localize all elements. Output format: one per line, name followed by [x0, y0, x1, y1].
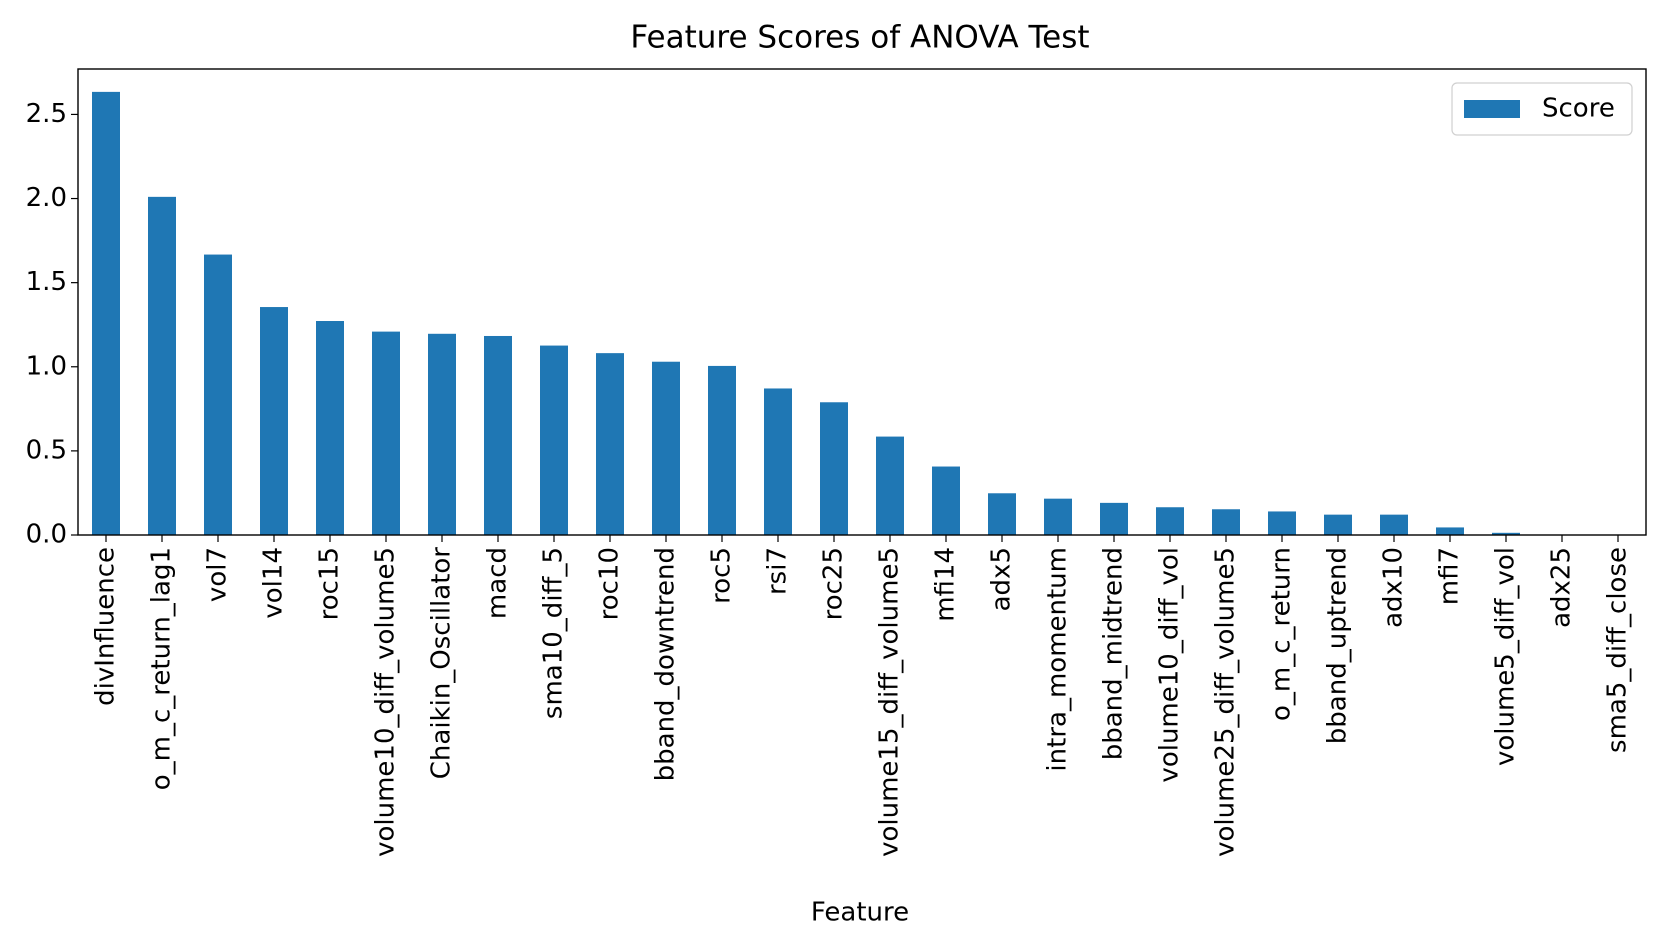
x-tick-label: volume10_diff_volume5 [371, 547, 401, 857]
bar [1156, 507, 1184, 535]
x-tick-label: o_m_c_return_lag1 [147, 547, 177, 790]
bar [1380, 514, 1408, 535]
x-tick-label: adx5 [987, 547, 1017, 611]
x-tick-label: sma5_diff_close [1603, 547, 1633, 753]
x-tick-label: roc5 [707, 547, 737, 604]
bar [1324, 514, 1352, 535]
x-tick-label: vol14 [259, 547, 289, 619]
bar [988, 493, 1016, 535]
bar [932, 466, 960, 535]
y-tick-label: 1.0 [26, 351, 67, 381]
x-tick-label: roc10 [595, 547, 625, 620]
legend-label: Score [1542, 94, 1615, 124]
x-tick-label: volume5_diff_vol [1491, 547, 1521, 766]
y-tick-label: 0.5 [26, 435, 67, 465]
x-tick-label: bband_downtrend [651, 547, 681, 781]
bar [1436, 527, 1464, 535]
chart-title: Feature Scores of ANOVA Test [630, 20, 1089, 56]
bar [540, 345, 568, 535]
bar [1212, 509, 1240, 535]
x-tick-label: bband_midtrend [1099, 547, 1129, 760]
plot-frame [77, 68, 1647, 536]
bar [820, 402, 848, 535]
x-tick-label: mfi14 [931, 547, 961, 622]
bar [148, 196, 176, 535]
x-tick-label: rsi7 [763, 547, 793, 595]
bar [708, 365, 736, 535]
y-tick-label: 1.5 [26, 267, 67, 297]
x-tick-label: roc25 [819, 547, 849, 620]
y-tick-label: 0.0 [26, 520, 67, 550]
bar [1492, 532, 1520, 535]
x-tick-label: intra_momentum [1043, 547, 1073, 772]
bar [316, 321, 344, 535]
x-tick-label: Chaikin_Oscillator [427, 547, 457, 780]
bar [260, 307, 288, 535]
bar [428, 333, 456, 535]
x-tick-label: adx10 [1379, 547, 1409, 628]
bar [92, 91, 120, 535]
y-tick-label: 2.0 [26, 183, 67, 213]
bar [204, 254, 232, 535]
x-tick-label: macd [483, 547, 513, 619]
x-tick-label: divInfluence [91, 547, 121, 706]
x-tick-label: bband_uptrend [1323, 547, 1353, 744]
bar [652, 361, 680, 535]
legend-swatch [1464, 100, 1520, 118]
x-axis-label: Feature [811, 898, 909, 928]
bar [1100, 502, 1128, 535]
x-tick-label: sma10_diff_5 [539, 547, 569, 719]
x-tick-label: volume25_diff_volume5 [1211, 547, 1241, 857]
bar [484, 335, 512, 535]
x-tick-label: mfi7 [1435, 547, 1465, 605]
bar [1044, 498, 1072, 535]
bar [596, 353, 624, 535]
y-tick-label: 2.5 [26, 99, 67, 129]
x-tick-label: roc15 [315, 547, 345, 620]
bar [764, 388, 792, 535]
bar [1268, 511, 1296, 535]
x-tick-label: volume15_diff_volume5 [875, 547, 905, 857]
legend-box [1451, 82, 1633, 136]
x-tick-label: volume10_diff_vol [1155, 547, 1185, 783]
bar [372, 331, 400, 535]
x-tick-label: vol7 [203, 547, 233, 602]
bar [876, 436, 904, 535]
x-tick-label: o_m_c_return [1267, 547, 1297, 721]
x-tick-label: adx25 [1547, 547, 1577, 628]
